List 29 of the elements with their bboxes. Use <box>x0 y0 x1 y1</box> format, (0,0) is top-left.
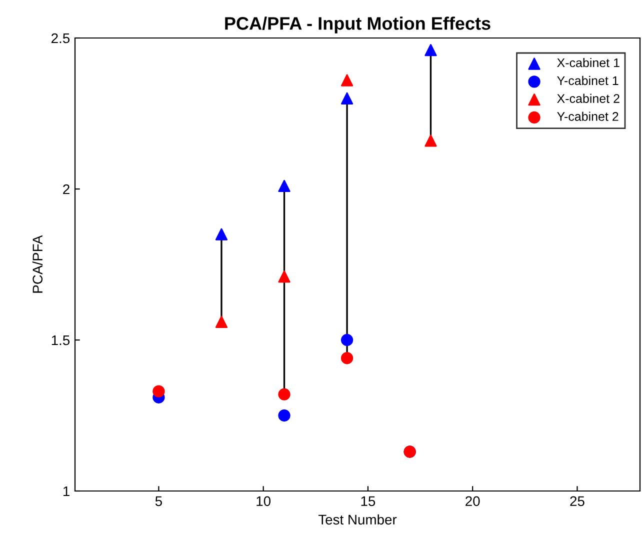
point <box>278 180 290 192</box>
legend-label: X-cabinet 1 <box>557 58 620 68</box>
y-tick-label: 1.5 <box>52 335 70 346</box>
point <box>424 44 437 56</box>
point <box>215 316 228 328</box>
x-tick-label: 5 <box>155 496 162 506</box>
point <box>340 74 354 86</box>
chart-title: PCA/PFA - Input Motion Effects <box>225 16 490 34</box>
x-tick-label: 15 <box>361 496 376 506</box>
x-axis-title: Test Number <box>318 514 397 525</box>
x-tick-label: 25 <box>570 496 584 506</box>
point <box>340 352 354 364</box>
y-tick-label: 1 <box>63 486 70 496</box>
point <box>340 334 354 346</box>
y-axis-title: PCA/PFA <box>32 235 43 293</box>
point <box>278 270 290 283</box>
point <box>424 134 437 147</box>
y-tick-label: 2.5 <box>52 33 70 44</box>
y-tick-label: 2 <box>63 184 70 194</box>
legend-label: X-cabinet 2 <box>557 94 620 103</box>
x-tick-label: 20 <box>466 496 480 506</box>
point <box>278 388 290 400</box>
point <box>340 92 354 104</box>
legend-label: Y-cabinet 1 <box>557 76 618 86</box>
x-tick-label: 10 <box>256 496 271 506</box>
point <box>278 409 290 422</box>
point <box>152 385 165 398</box>
point <box>215 228 228 240</box>
legend-label: Y-cabinet 2 <box>557 112 618 121</box>
